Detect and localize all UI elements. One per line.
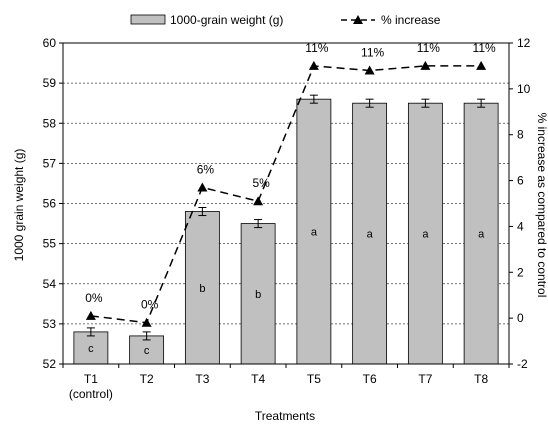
y-tick-label: 52: [43, 357, 57, 371]
bar-series: [73, 98, 499, 365]
bar: [463, 102, 499, 365]
line-point: [141, 317, 152, 327]
bar-letter: b: [199, 283, 205, 295]
x-tick-label: T2: [140, 372, 154, 386]
y2-tick-label: -2: [517, 357, 528, 371]
y-tick-label: 58: [43, 116, 57, 130]
line-path: [90, 65, 482, 324]
bar-letter: b: [255, 289, 261, 301]
point-label: 6%: [197, 162, 215, 176]
line-point: [476, 60, 487, 70]
tick-labels: 52 53 54 55 56 57 58 59 60 -2 0 2 4 6 8 10 12 T1(control)…: [43, 36, 531, 401]
y-tick-label: 59: [43, 76, 57, 90]
x-tick-sublabel: (control): [69, 387, 113, 401]
x-tick-label: T1: [84, 372, 98, 386]
y2-tick-label: 4: [517, 219, 524, 233]
legend-swatch-bar: [130, 14, 166, 25]
legend-marker: [353, 15, 363, 24]
line-point: [253, 196, 264, 206]
legend: 1000-grain weight (g) % increase: [130, 13, 441, 27]
x-tick-label: T7: [418, 372, 432, 386]
bar: [73, 331, 109, 365]
x-tick-label: T6: [363, 372, 377, 386]
x-tick-label: T4: [251, 372, 265, 386]
bar-letter: a: [478, 229, 485, 241]
axes: [59, 42, 513, 368]
y2-axis-title: % increase as compared to control: [535, 113, 548, 298]
x-tick-label: T8: [474, 372, 488, 386]
point-label: 5%: [252, 176, 270, 190]
point-label: 11%: [305, 41, 328, 55]
line-point: [364, 65, 375, 75]
line-point: [85, 310, 96, 320]
bar-letter: c: [144, 345, 150, 357]
bar-letter: a: [311, 227, 318, 239]
y2-tick-label: 8: [517, 128, 524, 142]
x-axis-title: Treatments: [255, 409, 315, 423]
point-label: 0%: [85, 291, 103, 305]
x-tick-label: T3: [195, 372, 209, 386]
line-point: [308, 60, 319, 70]
significance-letters: c c b b a a a a: [88, 227, 485, 357]
bar-letter: c: [88, 343, 94, 355]
bar: [296, 98, 332, 365]
line-series: 0% 0% 6% 5% 11% 11% 11% 11%: [85, 41, 496, 327]
y-tick-label: 56: [43, 197, 57, 211]
y2-tick-label: 6: [517, 174, 524, 188]
point-label: 0%: [141, 298, 159, 312]
legend-label-line: % increase: [381, 13, 441, 27]
bar-letter: a: [422, 229, 429, 241]
legend-label-bar: 1000-grain weight (g): [170, 13, 283, 27]
bar-letter: a: [367, 229, 374, 241]
point-label: 11%: [417, 41, 440, 55]
bar: [129, 335, 165, 365]
y2-tick-label: 0: [517, 311, 524, 325]
line-point: [420, 60, 431, 70]
bar: [240, 223, 276, 365]
line-point: [197, 182, 208, 192]
y2-tick-label: 10: [517, 82, 531, 96]
y-tick-label: 55: [43, 237, 57, 251]
bar: [352, 102, 388, 365]
y2-tick-label: 12: [517, 36, 531, 50]
y-tick-label: 53: [43, 317, 57, 331]
y-tick-label: 54: [43, 277, 57, 291]
error-bars: [86, 94, 486, 341]
y2-tick-label: 2: [517, 265, 524, 279]
y-axis-title: 1000 grain weight (g): [12, 149, 26, 262]
x-tick-label: T5: [307, 372, 321, 386]
point-label: 11%: [361, 46, 384, 60]
point-label: 11%: [473, 41, 496, 55]
y-tick-label: 60: [43, 36, 57, 50]
y-tick-label: 57: [43, 156, 57, 170]
